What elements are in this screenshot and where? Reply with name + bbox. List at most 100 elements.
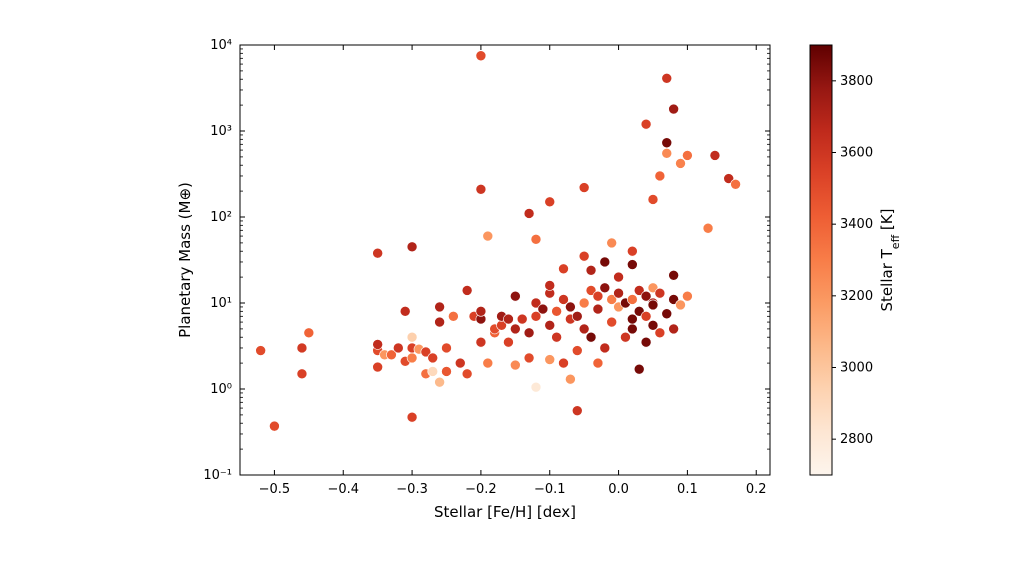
data-point — [579, 183, 589, 193]
data-point — [407, 242, 417, 252]
data-point — [552, 306, 562, 316]
data-point — [648, 300, 658, 310]
data-point — [545, 355, 555, 365]
data-point — [593, 291, 603, 301]
colorbar — [810, 45, 832, 475]
y-tick-label: 10⁻¹ — [203, 468, 232, 483]
data-point — [662, 73, 672, 83]
data-point — [682, 291, 692, 301]
data-point — [710, 150, 720, 160]
data-point — [676, 300, 686, 310]
data-point — [503, 337, 513, 347]
x-tick-label: −0.4 — [327, 482, 359, 497]
y-tick-label: 10⁴ — [210, 38, 232, 53]
x-tick-label: 0.2 — [746, 482, 767, 497]
data-point — [669, 104, 679, 114]
colorbar-tick-label: 3800 — [840, 74, 873, 89]
data-point — [428, 353, 438, 363]
data-point — [579, 324, 589, 334]
data-point — [627, 294, 637, 304]
data-point — [462, 285, 472, 295]
data-point — [435, 317, 445, 327]
data-point — [614, 288, 624, 298]
data-point — [703, 223, 713, 233]
data-point — [510, 360, 520, 370]
data-point — [256, 346, 266, 356]
x-tick-label: 0.0 — [608, 482, 629, 497]
data-point — [545, 280, 555, 290]
data-point — [524, 328, 534, 338]
data-point — [483, 231, 493, 241]
data-point — [462, 369, 472, 379]
data-point — [455, 358, 465, 368]
x-axis-label: Stellar [Fe/H] [dex] — [434, 503, 576, 521]
plot-spine — [240, 45, 770, 475]
data-point — [559, 264, 569, 274]
data-point — [662, 148, 672, 158]
data-point — [572, 346, 582, 356]
data-point — [648, 194, 658, 204]
data-point — [407, 412, 417, 422]
data-point — [572, 311, 582, 321]
data-point — [607, 317, 617, 327]
data-point — [476, 51, 486, 61]
data-point — [655, 171, 665, 181]
data-point — [669, 270, 679, 280]
data-point — [407, 353, 417, 363]
data-point — [483, 358, 493, 368]
data-point — [662, 309, 672, 319]
data-point — [682, 150, 692, 160]
data-point — [627, 314, 637, 324]
data-point — [510, 291, 520, 301]
data-point — [297, 343, 307, 353]
x-tick-label: 0.1 — [677, 482, 698, 497]
data-point — [627, 260, 637, 270]
y-tick-label: 10³ — [210, 124, 232, 139]
data-point — [731, 179, 741, 189]
data-point — [476, 306, 486, 316]
y-tick-label: 10¹ — [210, 296, 232, 311]
data-point — [676, 158, 686, 168]
data-point — [503, 314, 513, 324]
data-point — [435, 377, 445, 387]
data-point — [531, 382, 541, 392]
data-point — [579, 251, 589, 261]
data-point — [545, 197, 555, 207]
data-point — [655, 288, 665, 298]
data-point — [400, 306, 410, 316]
scatter-chart: −0.5−0.4−0.3−0.2−0.10.00.10.210⁻¹10⁰10¹1… — [0, 0, 1024, 570]
data-point — [586, 332, 596, 342]
data-point — [586, 265, 596, 275]
data-point — [531, 234, 541, 244]
data-point — [593, 358, 603, 368]
data-point — [428, 366, 438, 376]
data-point — [655, 328, 665, 338]
data-point — [641, 119, 651, 129]
data-point — [524, 208, 534, 218]
colorbar-tick-label: 3200 — [840, 289, 873, 304]
data-point — [634, 364, 644, 374]
data-point — [435, 302, 445, 312]
data-point — [304, 328, 314, 338]
chart-container: −0.5−0.4−0.3−0.2−0.10.00.10.210⁻¹10⁰10¹1… — [0, 0, 1024, 570]
x-tick-label: −0.1 — [534, 482, 566, 497]
data-point — [448, 311, 458, 321]
data-point — [662, 138, 672, 148]
data-point — [600, 283, 610, 293]
data-point — [552, 332, 562, 342]
data-point — [565, 374, 575, 384]
data-point — [441, 366, 451, 376]
data-point — [572, 406, 582, 416]
data-point — [510, 324, 520, 334]
data-point — [559, 358, 569, 368]
x-tick-label: −0.2 — [465, 482, 497, 497]
x-tick-label: −0.3 — [396, 482, 428, 497]
data-point — [579, 298, 589, 308]
colorbar-tick-label: 2800 — [840, 432, 873, 447]
data-point — [393, 343, 403, 353]
data-point — [593, 304, 603, 314]
data-point — [565, 302, 575, 312]
data-point — [517, 314, 527, 324]
colorbar-tick-label: 3000 — [840, 361, 873, 376]
data-point — [476, 184, 486, 194]
